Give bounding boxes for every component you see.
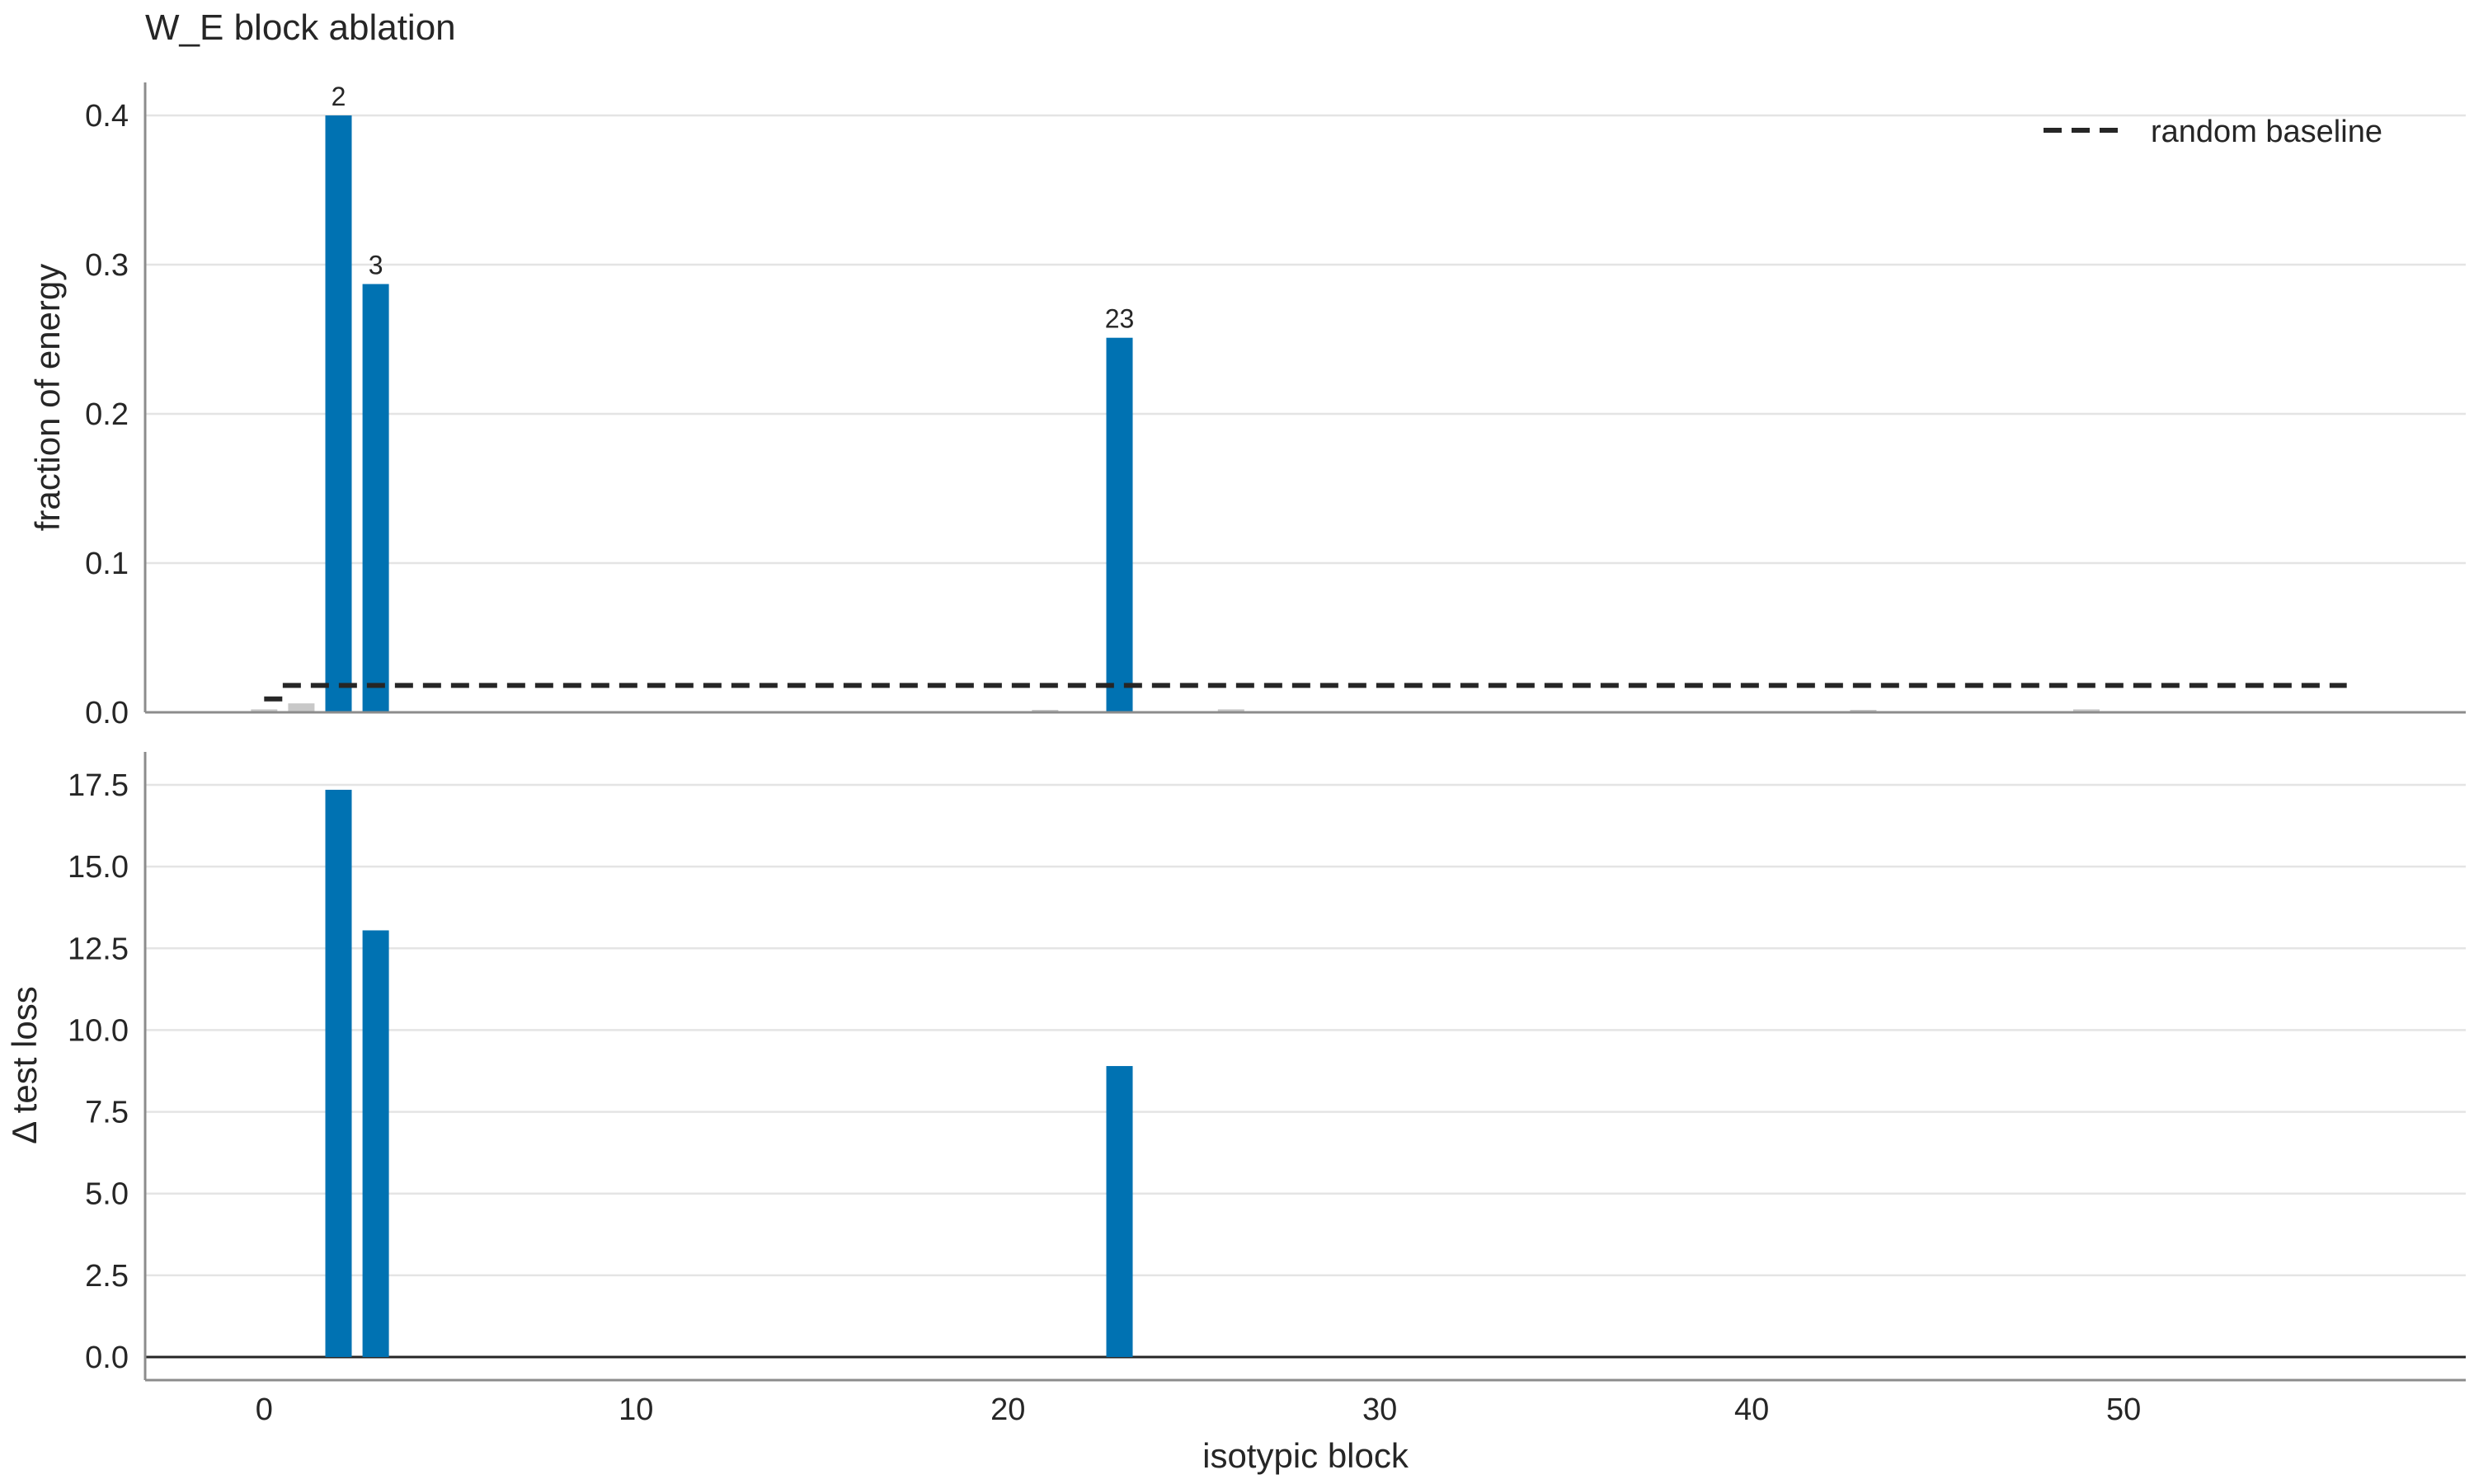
x-tick-label: 20 <box>990 1392 1025 1427</box>
x-tick-label: 40 <box>1734 1392 1769 1427</box>
bottom-bar <box>1106 1066 1133 1357</box>
bottom-y-tick-label: 2.5 <box>85 1259 129 1294</box>
top-y-tick-label: 0.0 <box>85 696 129 730</box>
bottom-panel: 0.0 2.5 5.0 7.5 10.0 12.5 15.0 17.5 0 10 20 30 40 50… <box>5 752 2466 1475</box>
bottom-gridlines <box>145 783 2466 1359</box>
bar-data-label: 2 <box>332 82 346 111</box>
bottom-y-tick-label: 5.0 <box>85 1177 129 1212</box>
top-y-tick-labels: 0.0 0.1 0.2 0.3 0.4 <box>85 99 129 730</box>
bottom-y-tick-label: 7.5 <box>85 1096 129 1130</box>
top-bar <box>1106 337 1133 712</box>
legend: random baseline <box>2044 115 2382 149</box>
bottom-y-tick-label: 17.5 <box>68 768 129 803</box>
bottom-bars <box>325 789 1133 1357</box>
top-bar <box>251 709 278 712</box>
top-bar <box>288 703 315 712</box>
top-bar <box>325 115 352 712</box>
top-y-tick-label: 0.3 <box>85 248 129 283</box>
top-bar <box>2073 709 2100 712</box>
x-tick-labels: 0 10 20 30 40 50 <box>256 1392 2142 1427</box>
bottom-y-axis-label: Δ test loss <box>5 986 44 1144</box>
x-tick-label: 0 <box>256 1392 273 1427</box>
x-axis-label: isotypic block <box>1202 1436 1409 1475</box>
x-tick-label: 50 <box>2106 1392 2141 1427</box>
top-y-tick-label: 0.4 <box>85 99 129 134</box>
bottom-bar <box>325 789 352 1357</box>
bar-data-label: 23 <box>1105 304 1135 334</box>
x-tick-label: 10 <box>618 1392 653 1427</box>
top-y-tick-label: 0.2 <box>85 397 129 432</box>
bottom-y-tick-labels: 0.0 2.5 5.0 7.5 10.0 12.5 15.0 17.5 <box>68 768 129 1375</box>
top-gridlines <box>145 114 2466 714</box>
bottom-y-tick-label: 0.0 <box>85 1341 129 1375</box>
bottom-bar <box>362 930 389 1357</box>
chart-title: W_E block ablation <box>145 7 456 48</box>
bottom-y-tick-label: 12.5 <box>68 932 129 966</box>
top-bar <box>1217 709 1244 712</box>
random-baseline-line <box>264 683 2347 702</box>
top-y-tick-label: 0.1 <box>85 547 129 581</box>
top-bar <box>362 284 389 712</box>
top-bars <box>251 115 2100 712</box>
legend-label-random-baseline: random baseline <box>2151 115 2382 149</box>
top-y-axis-label: fraction of energy <box>28 264 67 532</box>
bottom-y-tick-label: 15.0 <box>68 850 129 885</box>
x-tick-label: 30 <box>1362 1392 1397 1427</box>
bottom-y-tick-label: 10.0 <box>68 1013 129 1048</box>
bar-data-label: 3 <box>369 251 383 280</box>
